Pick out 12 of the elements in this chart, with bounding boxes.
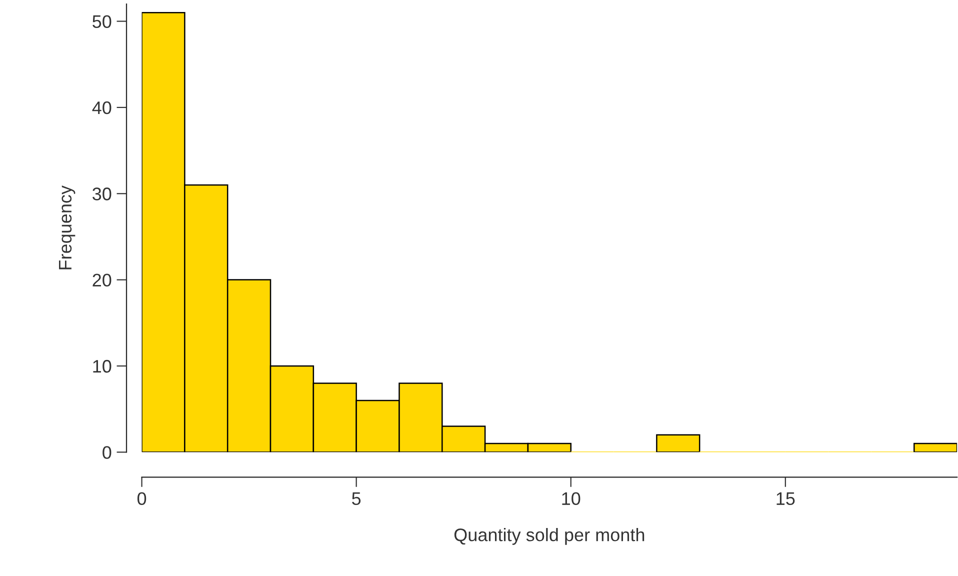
y-tick-label: 50	[92, 15, 112, 28]
x-tick-label: 0	[137, 492, 146, 506]
y-tick-label: 10	[93, 360, 112, 373]
y-tick-label: 40	[92, 101, 112, 114]
x-tick-label: 5	[352, 492, 361, 506]
x-tick-label: 10	[562, 492, 580, 506]
y-tick-label: 0	[102, 446, 112, 459]
y-tick-label: 20	[92, 274, 112, 287]
y-tick-label: 30	[92, 188, 112, 200]
y-axis-title: Frequency	[59, 185, 76, 270]
x-tick-label: 15	[776, 492, 795, 506]
x-axis-title: Quantity sold per month	[454, 528, 644, 545]
